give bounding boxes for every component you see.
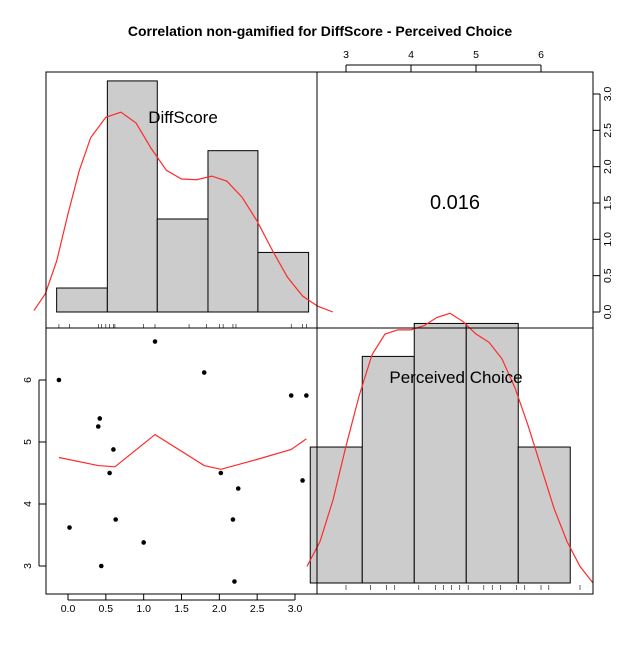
correlation-value: 0.016 [430, 192, 480, 214]
y-tick-label-right: 0.5 [602, 268, 614, 283]
y-tick-label-right: 2.0 [602, 159, 614, 174]
scatter-point [152, 339, 158, 344]
scatter-point [95, 424, 101, 429]
scatter-point [235, 486, 241, 491]
histogram-bar [106, 80, 158, 313]
diag-label-perceived-choice: Perceived Choice [389, 368, 522, 387]
y-tick-label-left: 6 [22, 377, 34, 383]
x-tick-label-bottom: 2.5 [250, 603, 265, 615]
panel-frame-bottom-left [45, 327, 318, 595]
x-tick-label-bottom: 0.5 [99, 603, 114, 615]
histogram-bar [413, 322, 467, 584]
histogram-bar [156, 218, 209, 313]
axes: 3 4 5 6 0.0 0.5 1.0 1.5 2.0 2.5 3.0 0.0 0.5 1.0 1.5 2.0… [22, 49, 614, 615]
density-curve-diffscore [33, 111, 334, 313]
scatter-point [111, 447, 116, 452]
y-tick-label-right: 1.0 [602, 232, 614, 247]
y-tick-label-left: 5 [22, 439, 34, 445]
x-tick-label-bottom: 1.0 [136, 603, 151, 615]
histogram-bar [517, 446, 571, 584]
histogram-bar [56, 287, 108, 313]
scatter-point [113, 517, 118, 522]
panel-frame-bottom-right [316, 327, 594, 595]
x-tick-label-top: 4 [408, 49, 414, 61]
panel-perceived-choice-histogram: Perceived Choice [306, 312, 594, 595]
scatter-point [218, 470, 224, 476]
x-tick-label-top: 5 [473, 49, 479, 61]
scatter-point [141, 540, 146, 545]
histogram-bar [465, 322, 519, 584]
y-tick-label-right: 1.5 [602, 196, 614, 211]
chart-title: Correlation non-gamified for DiffScore -… [128, 23, 513, 39]
histogram-bar [361, 355, 415, 584]
x-tick-label-top: 3 [343, 49, 349, 61]
x-tick-label-bottom: 3.0 [288, 603, 303, 615]
histogram-bar [257, 251, 310, 313]
scatter-point [67, 525, 72, 530]
y-tick-label-right: 0.0 [602, 305, 614, 320]
scatter-point [232, 579, 237, 584]
x-tick-label-bottom: 1.5 [174, 603, 189, 615]
y-tick-label-left: 3 [22, 563, 34, 569]
scatter-point [230, 517, 236, 522]
panel-diffscore-histogram: DiffScore [33, 71, 334, 329]
panel-scatter [45, 327, 318, 595]
x-tick-label-bottom: 2.0 [212, 603, 227, 615]
histogram-bar [309, 446, 363, 584]
scatter-point [97, 416, 103, 421]
scatter-point [56, 377, 62, 383]
y-tick-label-left: 4 [22, 501, 34, 507]
smoother-line [58, 433, 307, 470]
scatter-point [201, 370, 207, 375]
histogram-bar [207, 150, 259, 313]
x-tick-label-top: 6 [538, 49, 544, 61]
x-tick-label-bottom: 0.0 [61, 603, 76, 615]
density-curve-perceived-choice [306, 312, 594, 584]
scatter-point [98, 563, 104, 569]
diag-label-diffscore: DiffScore [148, 108, 218, 127]
y-tick-label-right: 3.0 [602, 87, 614, 102]
scatter-point [300, 478, 305, 483]
panel-correlation: 0.016 [316, 71, 594, 329]
scatter-point [304, 393, 309, 398]
scatter-point [107, 470, 112, 476]
y-tick-label-right: 2.5 [602, 123, 614, 138]
scatter-point [288, 393, 294, 398]
